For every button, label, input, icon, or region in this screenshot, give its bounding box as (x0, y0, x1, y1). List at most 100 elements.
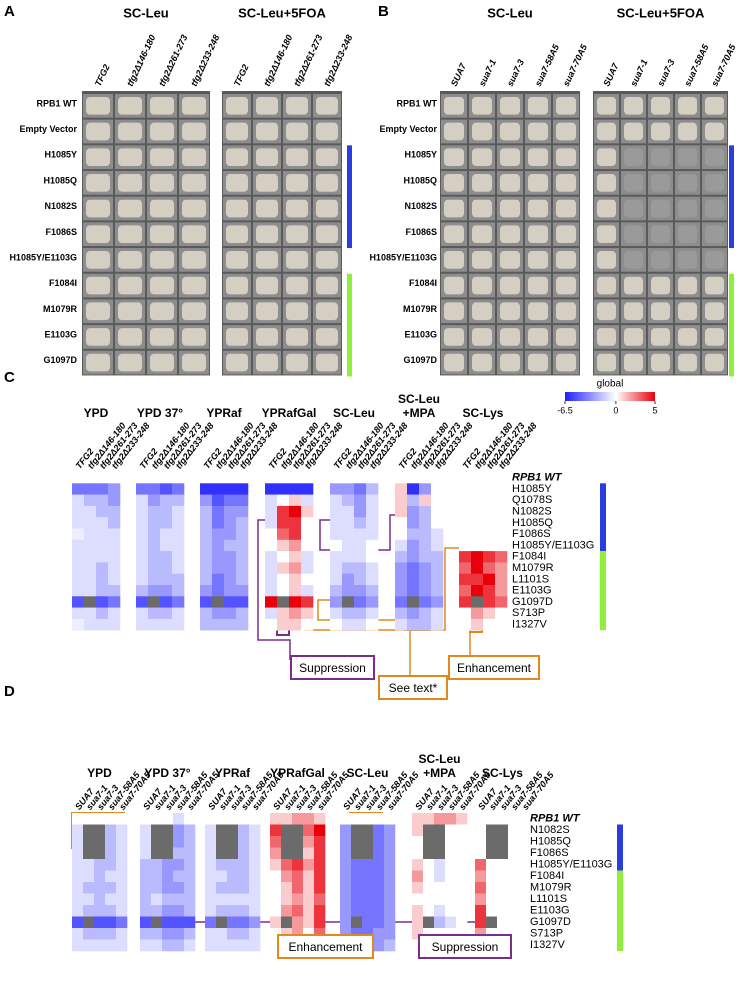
heatmap-cell (148, 517, 161, 529)
colorbar-tick-label: 0 (613, 405, 618, 415)
heatmap-cell (238, 813, 250, 825)
yeast-spot (256, 353, 278, 372)
heatmap-cell (373, 813, 385, 825)
heatmap-cell (340, 916, 352, 929)
yeast-spot (316, 328, 338, 346)
heatmap-cell (277, 494, 290, 507)
heatmap-cell (519, 824, 531, 837)
heatmap-cell (72, 928, 84, 940)
heatmap-cell (281, 882, 293, 894)
heatmap-cell (270, 893, 282, 906)
heatmap-cell (160, 585, 173, 597)
row-label: G1097D (43, 355, 77, 365)
heatmap-cell (265, 483, 278, 495)
heatmap-cell (412, 928, 424, 940)
heatmap-cell (236, 551, 249, 563)
colorbar (565, 392, 655, 401)
heatmap-cell (292, 893, 304, 906)
heatmap-cell (265, 528, 278, 541)
yeast-spot (556, 328, 576, 346)
heatmap-cell (108, 528, 121, 541)
yeast-spot (472, 328, 492, 346)
heatmap-cell (340, 905, 352, 917)
yeast-spot (256, 302, 278, 321)
yeast-spot (118, 276, 142, 295)
heatmap-cell (160, 607, 173, 620)
yeast-spot (256, 97, 278, 115)
yeast-spot (500, 328, 520, 346)
row-label: RPB1 WT (512, 472, 563, 484)
heatmap-cell (116, 882, 128, 894)
row-label: F1084I (409, 278, 437, 288)
heatmap-cell (419, 573, 432, 586)
heatmap-cell (227, 916, 239, 929)
heatmap-cell (83, 928, 95, 940)
heatmap-cell (116, 847, 128, 860)
heatmap-cell (395, 562, 408, 574)
heatmap-cell (238, 870, 250, 883)
heatmap-cell (459, 494, 472, 507)
column-label: SUA7 (449, 61, 469, 88)
heatmap-cell (362, 859, 374, 871)
heatmap-cell (72, 847, 84, 860)
heatmap-cell (330, 607, 343, 620)
heatmap-cell (84, 596, 97, 608)
heatmap-cell (412, 893, 424, 906)
yeast-spot (597, 122, 616, 141)
heatmap-cell (94, 859, 106, 871)
row-label: H1085Y (44, 150, 77, 160)
yeast-spot (316, 251, 338, 269)
yeast-spot (597, 174, 616, 192)
heatmap-cell (330, 551, 343, 563)
heatmap-cell (483, 517, 496, 529)
heatmap-cell (116, 939, 128, 952)
heatmap-cell (216, 824, 228, 837)
heatmap-cell (72, 573, 85, 586)
heatmap-cell (270, 882, 282, 894)
heatmap-cell (184, 847, 196, 860)
heatmap-cell (277, 505, 290, 518)
heatmap-cell (136, 505, 149, 518)
heatmap-cell (249, 836, 261, 848)
heatmap-cell (238, 824, 250, 837)
heatmap-cell (330, 472, 343, 484)
heatmap-cell (292, 813, 304, 825)
heatmap-cell (277, 472, 290, 484)
heatmap-cell (72, 562, 85, 574)
annotation-box: Suppression (290, 655, 375, 680)
row-label: H1085Y/E1103G (9, 252, 77, 262)
heatmap-cell (519, 893, 531, 906)
heatmap-cell (475, 836, 487, 848)
heatmap-cell (384, 847, 396, 860)
heatmap-cell (354, 483, 367, 495)
yeast-spot (528, 174, 548, 192)
heatmap-cell (277, 618, 290, 631)
heatmap-cell (351, 847, 363, 860)
heatmap-cell (173, 905, 185, 917)
heatmap-cell (162, 882, 174, 894)
heatmap-cell (116, 836, 128, 848)
row-label: F1084I (49, 278, 77, 288)
heatmap-cell (303, 916, 315, 929)
heatmap-cell (434, 893, 446, 906)
heatmap-cell (116, 859, 128, 871)
heatmap-cell (277, 562, 290, 574)
condition-title: YPRafGal (270, 766, 325, 780)
heatmap-cell (224, 585, 237, 597)
yeast-spot (705, 97, 724, 115)
heatmap-cell (249, 824, 261, 837)
row-label: G1097D (530, 916, 571, 928)
heatmap-cell (212, 505, 225, 518)
heatmap-cell (366, 596, 379, 608)
heatmap-cell (289, 573, 302, 586)
heatmap-cell (83, 870, 95, 883)
heatmap-cell (459, 472, 472, 484)
heatmap-cell (184, 939, 196, 952)
heatmap-cell (497, 905, 509, 917)
heatmap-cell (151, 939, 163, 952)
heatmap-cell (148, 618, 161, 631)
heatmap-cell (497, 916, 509, 929)
yeast-spot (528, 353, 548, 372)
heatmap-cell (483, 573, 496, 586)
heatmap-cell (351, 824, 363, 837)
